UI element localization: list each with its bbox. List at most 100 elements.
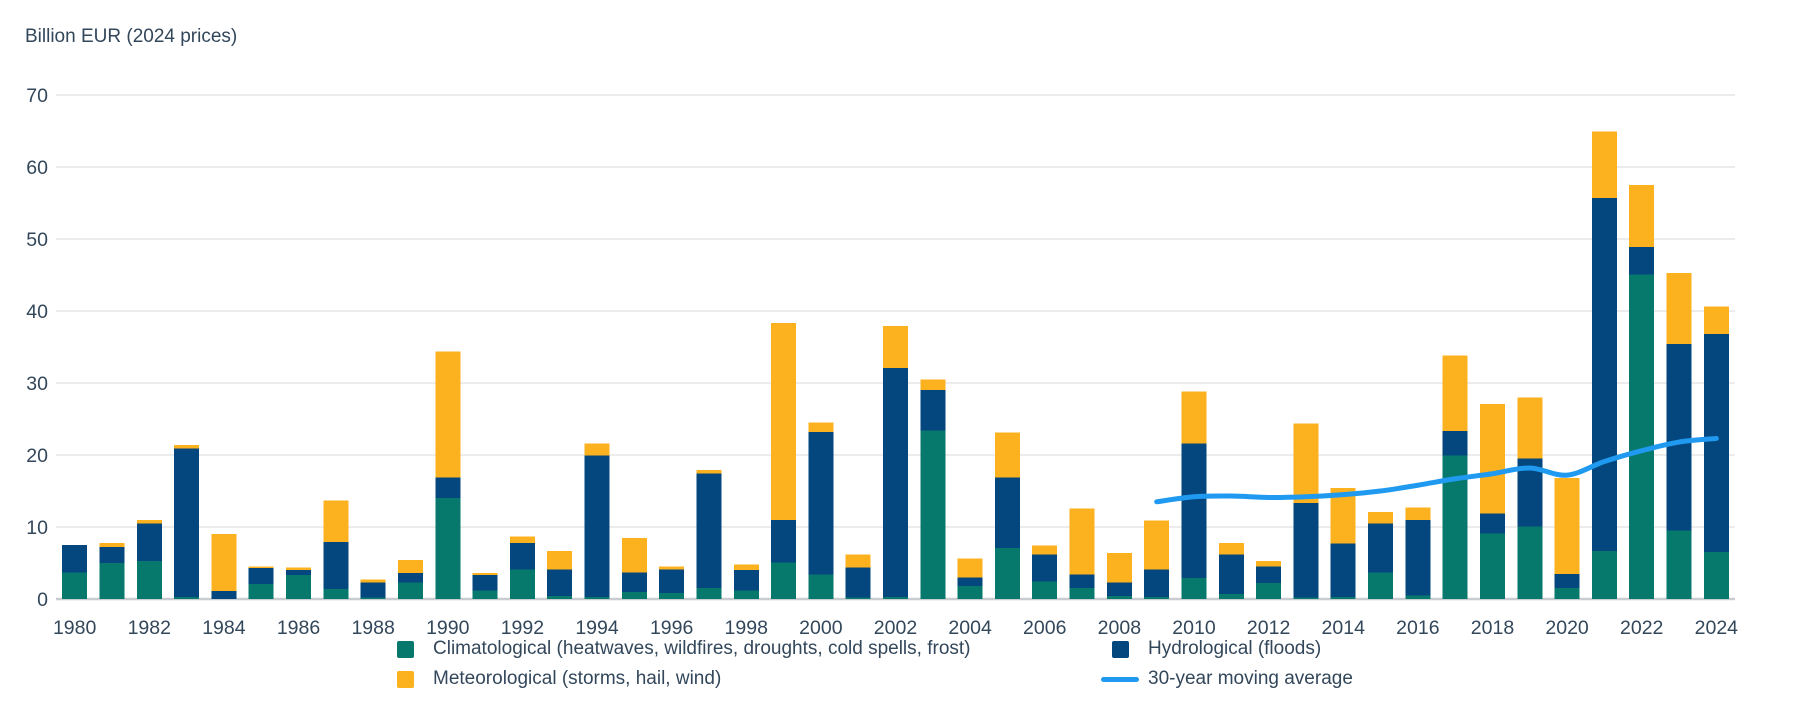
- bar-2001-climatological[interactable]: [845, 597, 871, 599]
- bar-2013-climatological[interactable]: [1293, 597, 1319, 599]
- bar-1991-hydrological[interactable]: [472, 575, 498, 591]
- bar-1990-meteorological[interactable]: [435, 351, 461, 478]
- bar-2011-climatological[interactable]: [1218, 593, 1244, 599]
- bar-2002-hydrological[interactable]: [883, 367, 908, 597]
- bar-1981-meteorological[interactable]: [99, 542, 125, 548]
- bar-2009-climatological[interactable]: [1144, 596, 1170, 599]
- bar-2010-climatological[interactable]: [1181, 578, 1207, 599]
- bar-2024-meteorological[interactable]: [1703, 306, 1729, 335]
- bar-1984-hydrological[interactable]: [211, 591, 237, 599]
- bar-1985-climatological[interactable]: [248, 583, 274, 599]
- bar-2008-hydrological[interactable]: [1106, 582, 1132, 597]
- bar-1998-climatological[interactable]: [733, 590, 759, 599]
- bar-2005-hydrological[interactable]: [994, 477, 1020, 548]
- bar-1999-hydrological[interactable]: [771, 519, 797, 563]
- bar-2014-hydrological[interactable]: [1330, 543, 1356, 597]
- legend-item-meteorological[interactable]: Meteorological (storms, hail, wind): [385, 668, 721, 690]
- bar-2012-hydrological[interactable]: [1256, 566, 1282, 584]
- bar-2004-hydrological[interactable]: [957, 577, 983, 587]
- bar-1990-hydrological[interactable]: [435, 477, 461, 499]
- moving-average-line[interactable]: [1154, 435, 1719, 505]
- bar-2005-meteorological[interactable]: [994, 432, 1020, 478]
- bar-2012-climatological[interactable]: [1256, 583, 1282, 599]
- bar-2019-meteorological[interactable]: [1517, 397, 1543, 459]
- bar-2024-hydrological[interactable]: [1703, 334, 1729, 553]
- bar-2023-climatological[interactable]: [1666, 530, 1692, 599]
- bar-1990-climatological[interactable]: [435, 498, 461, 599]
- bar-2011-hydrological[interactable]: [1218, 554, 1244, 594]
- bar-2003-hydrological[interactable]: [920, 390, 946, 431]
- bar-2001-hydrological[interactable]: [845, 567, 871, 598]
- bar-1994-meteorological[interactable]: [584, 443, 610, 456]
- bar-2000-climatological[interactable]: [808, 574, 834, 599]
- bar-2000-hydrological[interactable]: [808, 431, 834, 575]
- bar-1994-hydrological[interactable]: [584, 455, 610, 597]
- bar-2017-meteorological[interactable]: [1442, 355, 1468, 432]
- bar-2022-climatological[interactable]: [1629, 274, 1655, 599]
- bar-1983-meteorological[interactable]: [174, 444, 200, 449]
- bar-2002-climatological[interactable]: [883, 596, 908, 599]
- bar-1993-meteorological[interactable]: [547, 550, 573, 570]
- bar-2002-meteorological[interactable]: [883, 326, 908, 368]
- bar-2022-hydrological[interactable]: [1629, 246, 1655, 275]
- bar-2024-climatological[interactable]: [1703, 552, 1729, 599]
- bar-2021-hydrological[interactable]: [1591, 197, 1617, 551]
- bar-2018-meteorological[interactable]: [1479, 403, 1505, 514]
- bar-1997-hydrological[interactable]: [696, 473, 722, 589]
- bar-2004-meteorological[interactable]: [957, 558, 983, 578]
- bar-1982-climatological[interactable]: [136, 560, 162, 599]
- bar-1988-climatological[interactable]: [360, 597, 386, 599]
- bar-1991-meteorological[interactable]: [472, 573, 498, 576]
- bar-2015-meteorological[interactable]: [1368, 511, 1394, 524]
- bar-1999-meteorological[interactable]: [771, 323, 797, 520]
- bar-2019-climatological[interactable]: [1517, 526, 1543, 599]
- bar-2020-climatological[interactable]: [1554, 588, 1580, 599]
- bar-2006-hydrological[interactable]: [1032, 554, 1058, 582]
- bar-2009-meteorological[interactable]: [1144, 520, 1170, 570]
- bar-2003-climatological[interactable]: [920, 430, 946, 599]
- bar-2003-meteorological[interactable]: [920, 379, 946, 391]
- bar-1984-meteorological[interactable]: [211, 534, 237, 592]
- bar-2018-hydrological[interactable]: [1479, 513, 1505, 534]
- bar-1992-hydrological[interactable]: [509, 542, 535, 570]
- bar-2013-hydrological[interactable]: [1293, 503, 1319, 598]
- bar-1986-climatological[interactable]: [286, 575, 312, 599]
- bar-2021-meteorological[interactable]: [1591, 131, 1617, 198]
- bar-1998-meteorological[interactable]: [733, 564, 759, 571]
- bar-1995-meteorological[interactable]: [621, 537, 647, 573]
- bar-1989-meteorological[interactable]: [397, 560, 423, 574]
- bar-1999-climatological[interactable]: [771, 562, 797, 599]
- bar-1981-climatological[interactable]: [99, 563, 125, 599]
- bar-1987-climatological[interactable]: [323, 588, 349, 599]
- legend-item-moving-average[interactable]: 30-year moving average: [1100, 668, 1353, 690]
- bar-2010-meteorological[interactable]: [1181, 391, 1207, 444]
- bar-2018-climatological[interactable]: [1479, 533, 1505, 599]
- bar-2016-climatological[interactable]: [1405, 595, 1431, 599]
- bar-1992-climatological[interactable]: [509, 569, 535, 599]
- bar-2015-hydrological[interactable]: [1368, 523, 1394, 573]
- bar-2007-hydrological[interactable]: [1069, 574, 1095, 589]
- bar-1981-hydrological[interactable]: [99, 547, 125, 563]
- bar-1988-meteorological[interactable]: [360, 579, 386, 583]
- bar-2007-meteorological[interactable]: [1069, 508, 1095, 575]
- bar-2000-meteorological[interactable]: [808, 422, 834, 432]
- bar-1993-hydrological[interactable]: [547, 569, 573, 597]
- bar-1980-hydrological[interactable]: [62, 545, 88, 573]
- bar-1995-hydrological[interactable]: [621, 572, 647, 592]
- bar-1989-climatological[interactable]: [397, 582, 423, 599]
- bar-2014-climatological[interactable]: [1330, 596, 1356, 599]
- bar-1988-hydrological[interactable]: [360, 582, 386, 598]
- bar-1983-climatological[interactable]: [174, 596, 200, 599]
- bar-2012-meteorological[interactable]: [1256, 560, 1282, 567]
- legend-item-hydrological[interactable]: Hydrological (floods): [1100, 638, 1321, 660]
- bar-2006-meteorological[interactable]: [1032, 545, 1058, 555]
- bar-1996-meteorological[interactable]: [659, 566, 685, 570]
- legend-item-climatological[interactable]: Climatological (heatwaves, wildfires, dr…: [385, 638, 971, 660]
- bar-1997-meteorological[interactable]: [696, 470, 722, 474]
- bar-1980-climatological[interactable]: [62, 572, 88, 599]
- bar-2016-meteorological[interactable]: [1405, 507, 1431, 520]
- bar-2023-hydrological[interactable]: [1666, 344, 1692, 531]
- bar-2017-hydrological[interactable]: [1442, 431, 1468, 456]
- bar-2022-meteorological[interactable]: [1629, 185, 1655, 247]
- bar-2004-climatological[interactable]: [957, 586, 983, 599]
